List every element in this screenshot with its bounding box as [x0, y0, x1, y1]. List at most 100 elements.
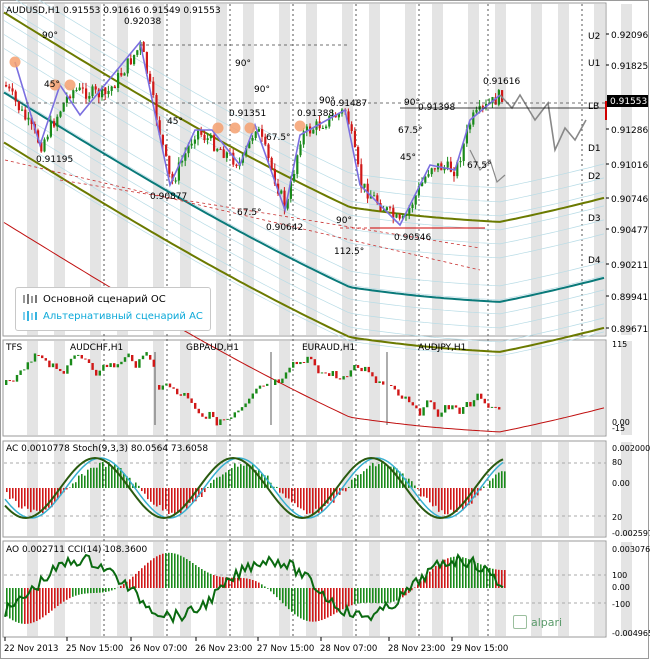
ao-histogram-bar — [339, 588, 341, 611]
ao-histogram-bar — [366, 588, 368, 603]
ao-histogram-bar — [57, 588, 59, 606]
tfs-candle — [422, 407, 425, 416]
ac-histogram-bar — [447, 488, 449, 515]
tfs-candle — [281, 378, 284, 384]
ac-histogram-bar — [303, 488, 305, 511]
candle-body — [78, 87, 81, 91]
tfs-candle — [284, 372, 288, 379]
candle-body — [465, 129, 468, 144]
tfs-candle — [186, 392, 190, 399]
angle-label: 45° — [44, 80, 60, 90]
ao-histogram-bar — [411, 588, 413, 591]
envelope-line — [3, 118, 605, 329]
tfs-candle — [215, 417, 218, 426]
session-band — [306, 4, 317, 335]
time-axis-label: 26 Nov 07:00 — [130, 644, 187, 654]
candle-body — [427, 174, 430, 177]
current-price-label: 0.91553 — [610, 97, 647, 107]
ao-histogram-bar — [453, 556, 455, 588]
ac-histogram-bar — [363, 471, 365, 488]
pivot-marker[interactable] — [9, 56, 21, 68]
tfs-candle — [51, 363, 55, 368]
price-point-label: 0.90642 — [266, 223, 303, 233]
ac-histogram-bar — [432, 488, 434, 507]
ao-histogram-bar — [210, 573, 212, 588]
candle-body — [267, 144, 270, 158]
candle-body — [321, 127, 324, 129]
pivot-marker[interactable] — [64, 79, 76, 91]
pivot-marker[interactable] — [212, 122, 224, 134]
tfs-candle — [149, 355, 152, 360]
ao-histogram-bar — [354, 588, 356, 605]
ac-header: AC 0.0010778 Stoch(9,3,3) 80.0564 73.605… — [6, 444, 208, 454]
ao-histogram-bar — [201, 569, 203, 588]
candle-body — [216, 148, 219, 151]
ao-histogram-bar — [336, 588, 338, 613]
ao-histogram-bar — [459, 556, 461, 588]
ao-histogram-bar — [42, 588, 44, 618]
candle-body — [481, 105, 484, 107]
ao-histogram-bar — [387, 588, 389, 603]
angle-label: 90° — [319, 96, 335, 106]
candle-body — [136, 50, 139, 55]
ac-histogram-bar — [183, 488, 185, 508]
candle-body — [65, 96, 68, 103]
ao-histogram-bar — [357, 588, 359, 604]
ac-histogram-bar — [489, 480, 491, 488]
ac-histogram-bar — [108, 461, 110, 488]
tfs-candle — [230, 417, 233, 419]
time-axis-label: 25 Nov 15:00 — [66, 644, 123, 654]
session-band — [432, 341, 443, 435]
ac-histogram-bar — [378, 464, 380, 488]
session-band — [153, 542, 164, 636]
candle-body — [273, 169, 276, 184]
tfs-candle — [255, 388, 258, 394]
ac-histogram-bar — [474, 488, 476, 498]
pivot-marker[interactable] — [244, 122, 256, 134]
tfs-candle — [447, 405, 450, 410]
ac-histogram-bar — [198, 488, 200, 497]
ac-histogram-bar — [495, 474, 497, 488]
ao-histogram-bar — [75, 588, 77, 596]
pivot-marker[interactable] — [229, 122, 241, 134]
candle-body — [171, 173, 174, 182]
ac-histogram-bar — [27, 488, 29, 509]
tfs-candle — [95, 369, 98, 376]
candle-body — [123, 73, 126, 76]
ao-histogram-bar — [39, 588, 41, 620]
session-band — [216, 542, 227, 636]
ac-histogram-bar — [372, 462, 374, 488]
main-scenario-icon — [23, 294, 37, 304]
tfs-candle — [356, 365, 360, 368]
angle-label: 45° — [167, 117, 183, 127]
tfs-candle — [91, 362, 94, 370]
tfs-candle — [324, 372, 327, 374]
ac-histogram-bar — [6, 488, 8, 493]
candle-body — [11, 88, 14, 92]
candle-body — [24, 109, 27, 120]
candle-body — [289, 181, 292, 199]
angle-label: 112.5° — [334, 247, 364, 257]
ac-histogram-bar — [15, 488, 17, 501]
envelope-line — [3, 6, 605, 217]
session-band — [468, 341, 479, 435]
tfs-candle — [476, 393, 479, 401]
session-band — [369, 442, 380, 536]
lower-channel-line — [3, 141, 605, 353]
ao-histogram-bar — [144, 565, 146, 588]
tfs-candle — [8, 380, 11, 382]
session-band — [90, 442, 101, 536]
pivot-marker[interactable] — [294, 120, 306, 132]
candle-body — [398, 214, 401, 219]
tfs-candle — [172, 387, 175, 389]
ac-histogram-bar — [249, 465, 251, 488]
candle-body — [62, 102, 65, 112]
ao-histogram-bar — [258, 582, 260, 588]
ao-histogram-bar — [60, 588, 62, 604]
ao-histogram-bar — [72, 588, 74, 597]
ac-histogram-bar — [195, 488, 197, 502]
ac-histogram-bar — [24, 488, 26, 507]
tfs-candle — [197, 408, 200, 414]
pivot-marker[interactable] — [49, 79, 61, 91]
